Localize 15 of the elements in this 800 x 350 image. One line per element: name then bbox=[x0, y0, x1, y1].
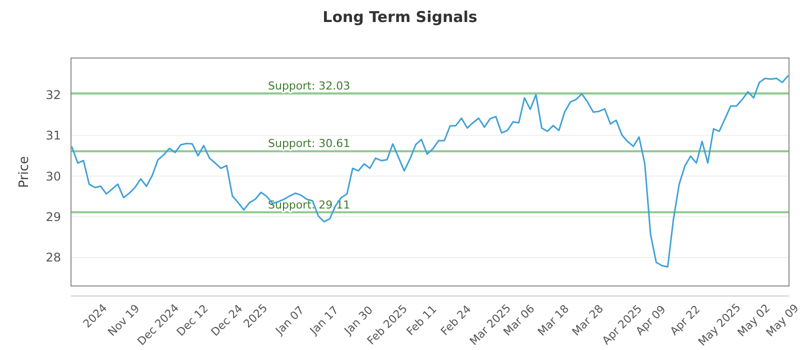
x-tick-label: Jan 07 bbox=[272, 304, 307, 338]
chart-title: Long Term Signals bbox=[322, 8, 478, 26]
x-tick-label: Jan 17 bbox=[306, 304, 342, 338]
x-tick-label: Mar 18 bbox=[535, 302, 572, 339]
ref-line-label: Support: 30.61 bbox=[268, 137, 350, 150]
x-tick-label: Feb 24 bbox=[438, 302, 474, 338]
y-tick-label: 31 bbox=[46, 128, 61, 143]
y-tick-label: 32 bbox=[46, 88, 61, 102]
line-series bbox=[71, 75, 789, 268]
y-axis-title: Price bbox=[17, 156, 32, 188]
y-tick-label: 30 bbox=[46, 169, 61, 184]
x-tick-label: Apr 22 bbox=[668, 302, 703, 338]
ref-line-label: Support: 32.03 bbox=[268, 79, 350, 92]
y-tick-label: 28 bbox=[46, 250, 61, 265]
y-tick-label: 29 bbox=[46, 210, 61, 224]
